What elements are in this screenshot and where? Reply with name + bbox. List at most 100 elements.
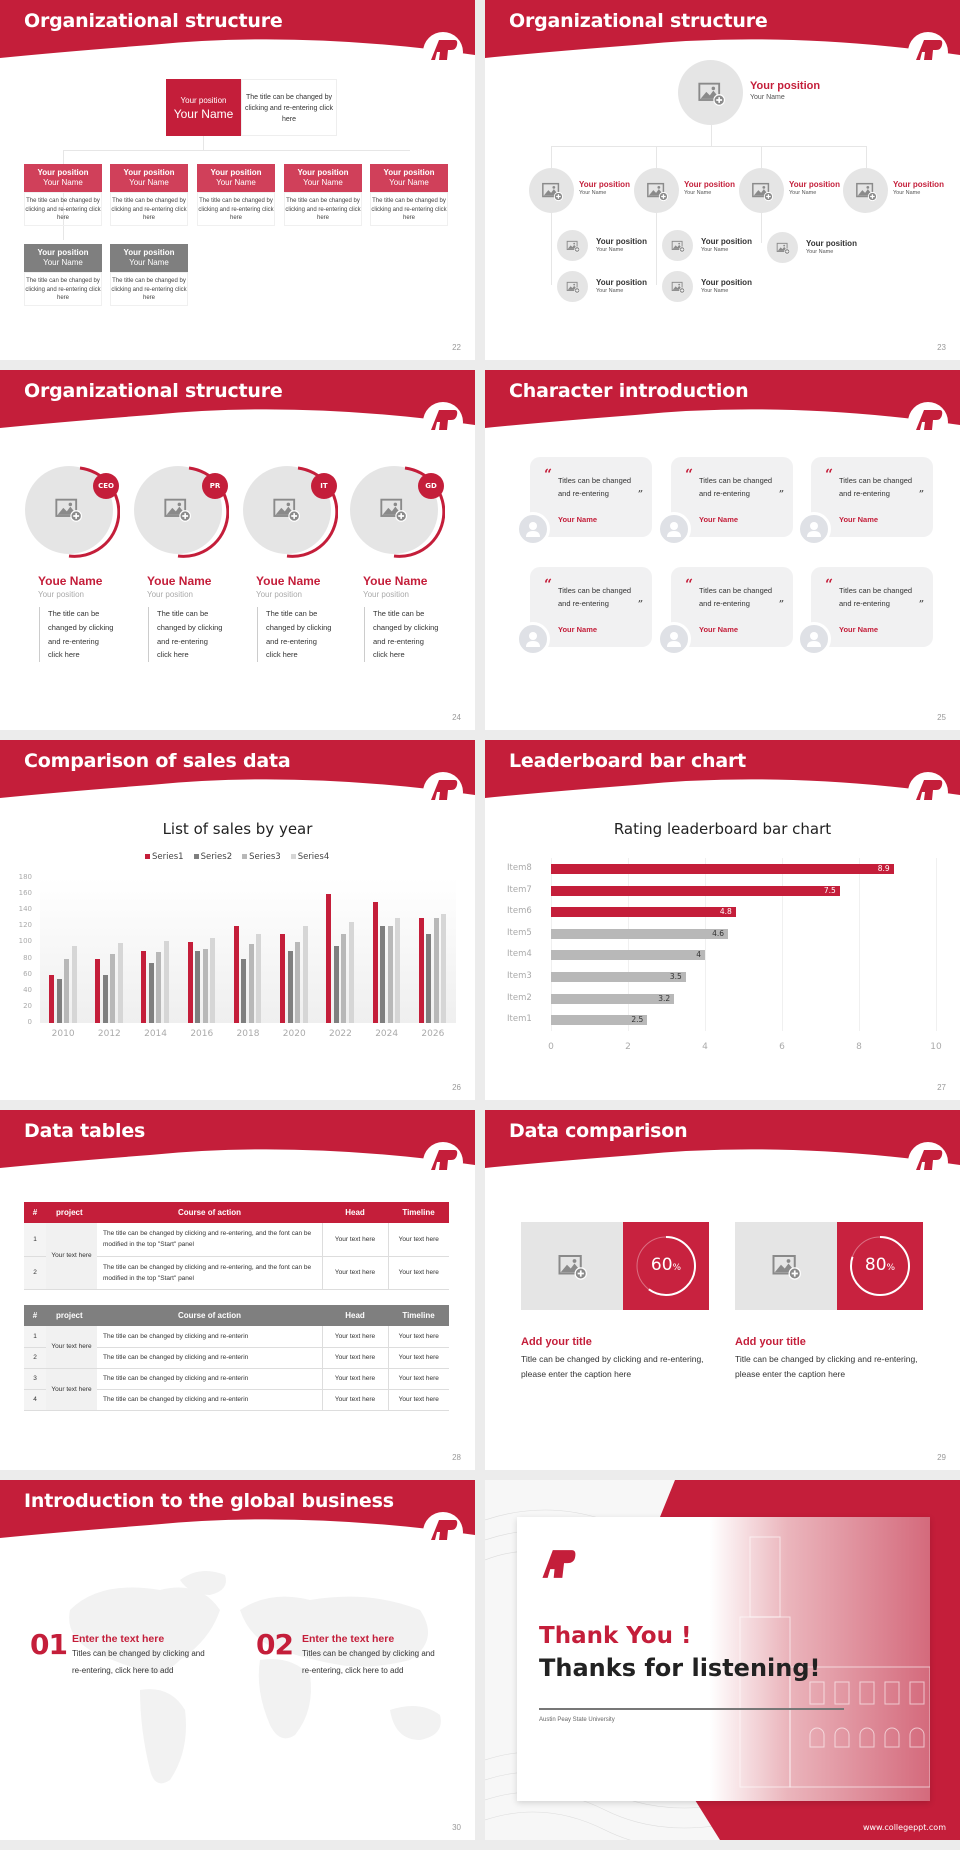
org-card[interactable]: Your position Your Name The title can be c… <box>24 244 102 306</box>
slide-26[interactable]: Comparison of sales data List of sales b… <box>0 740 475 1100</box>
slide-header: Character introduction <box>485 370 960 430</box>
gridline <box>782 858 783 1031</box>
bar-value-label: 3.5 <box>669 972 682 981</box>
slide-title: Organizational structure <box>24 10 283 32</box>
person-position: Your position <box>363 590 409 599</box>
testimonial-card[interactable]: “Titles can be changed and re-entering” Yo… <box>671 457 793 537</box>
user-avatar[interactable] <box>516 622 550 656</box>
slide-28[interactable]: Data tables # project Course of action Head… <box>0 1110 475 1470</box>
bar <box>341 934 347 1023</box>
avatar-placeholder[interactable] <box>557 271 588 302</box>
person-description: The title can be changed by clicking and r… <box>257 607 331 663</box>
org-card[interactable]: Your position Your Name The title can be c… <box>284 164 362 226</box>
avatar-placeholder[interactable] <box>529 168 574 213</box>
avatar-placeholder[interactable] <box>662 230 693 261</box>
avatar-placeholder[interactable] <box>634 168 679 213</box>
slide-22[interactable]: Organizational structure Your position Y… <box>0 0 475 360</box>
bar <box>163 940 169 1023</box>
table-row[interactable]: 1 Your text here The title can be changed … <box>24 1326 449 1369</box>
slide-title: Comparison of sales data <box>24 750 291 772</box>
slide-27[interactable]: Leaderboard bar chart Rating leaderboard… <box>485 740 960 1100</box>
testimonial-card[interactable]: “Titles can be changed and re-entering” Yo… <box>811 457 933 537</box>
avatar-placeholder[interactable] <box>662 271 693 302</box>
x-tick: 4 <box>702 1042 708 1052</box>
user-avatar[interactable] <box>516 512 550 546</box>
slide-31-thank-you[interactable]: Thank You ! Thanks for listening! Austin… <box>485 1480 960 1840</box>
image-placeholder-icon <box>855 182 877 201</box>
name-label: Your Name <box>806 249 834 255</box>
slide-header: Comparison of sales data <box>0 740 475 800</box>
user-avatar[interactable] <box>657 512 691 546</box>
y-tick: 180 <box>18 873 32 881</box>
x-tick: 2018 <box>236 1029 260 1039</box>
person-name: Your Name <box>558 625 598 634</box>
image-placeholder-icon <box>751 182 773 201</box>
avatar-placeholder[interactable] <box>739 168 784 213</box>
slide-29[interactable]: Data comparison 60% Add your title Title c… <box>485 1110 960 1470</box>
close-quote-icon: ” <box>918 600 924 610</box>
position-label: Your position <box>701 278 752 287</box>
position-label: Your position <box>893 180 944 189</box>
user-avatar[interactable] <box>657 622 691 656</box>
org-card[interactable]: Your position Your Name The title can be c… <box>197 164 275 226</box>
person-name: Youe Name <box>363 574 428 588</box>
bar <box>287 950 293 1023</box>
org-card[interactable]: Your position Your Name The title can be c… <box>110 244 188 306</box>
bar <box>551 864 894 874</box>
image-placeholder-icon <box>380 498 407 522</box>
thank-you-card: Thank You ! Thanks for listening! Austin… <box>517 1517 930 1801</box>
bar <box>241 958 247 1023</box>
y-tick: Item1 <box>507 1014 532 1025</box>
bar-value-label: 3.2 <box>658 993 671 1003</box>
avatar-placeholder[interactable] <box>767 232 798 263</box>
avatar-placeholder[interactable] <box>843 168 888 213</box>
testimonial-card[interactable]: “Titles can be changed and re-entering” Yo… <box>530 567 652 647</box>
slide-24[interactable]: Organizational structure CEO Youe Name You… <box>0 370 475 730</box>
org-card[interactable]: Your position Your Name The title can be c… <box>370 164 448 226</box>
image-placeholder-icon <box>566 240 580 252</box>
card-description: The title can be changed by clicking and… <box>197 192 275 226</box>
bar <box>551 907 736 918</box>
item-text: Titles can be changed by clicking and re… <box>72 1649 205 1675</box>
org-top-node[interactable]: Your position Your Name <box>166 79 241 136</box>
slide-23[interactable]: Organizational structure Your position Yo… <box>485 0 960 360</box>
ap-logo-icon <box>423 402 463 436</box>
table-row[interactable]: 4 The title can be changed by clicking an… <box>24 1389 449 1411</box>
table-row[interactable]: 2 The title can be changed by clicking an… <box>24 1256 449 1290</box>
image-placeholder[interactable] <box>735 1222 837 1310</box>
testimonial-card[interactable]: “Titles can be changed and re-entering” Yo… <box>530 457 652 537</box>
y-tick: Item5 <box>507 927 532 938</box>
ap-logo-icon <box>908 772 948 806</box>
bar-value-label: 4.6 <box>712 928 725 938</box>
user-avatar[interactable] <box>797 512 831 546</box>
bar <box>110 953 116 1023</box>
website-link[interactable]: www.collegeppt.com <box>862 1823 946 1832</box>
table-row[interactable]: 2 The title can be changed by clicking an… <box>24 1347 449 1369</box>
position-label: Your position <box>684 180 735 189</box>
ap-logo-icon <box>423 1142 463 1176</box>
image-placeholder-icon <box>697 82 725 106</box>
user-avatar[interactable] <box>797 622 831 656</box>
thanks-for-listening-heading: Thanks for listening! <box>539 1654 821 1682</box>
ap-logo-icon <box>423 772 463 806</box>
page-number: 26 <box>452 1083 461 1092</box>
avatar-placeholder[interactable] <box>557 230 588 261</box>
progress-value: 80% <box>864 1255 896 1275</box>
table-row[interactable]: 1 Your text here The title can be changed … <box>24 1223 449 1290</box>
image-placeholder[interactable] <box>521 1222 623 1310</box>
page-number: 25 <box>937 713 946 722</box>
bar <box>195 950 201 1023</box>
image-placeholder-icon <box>776 242 790 254</box>
slide-25[interactable]: Character introduction “Titles can be ch… <box>485 370 960 730</box>
name-label: Your Name <box>389 178 429 187</box>
avatar-placeholder[interactable] <box>678 60 743 125</box>
position-label: Your position <box>596 237 647 246</box>
table-row[interactable]: 3 Your text here The title can be changed … <box>24 1368 449 1411</box>
testimonial-card[interactable]: “Titles can be changed and re-entering” Yo… <box>811 567 933 647</box>
testimonial-card[interactable]: “Titles can be changed and re-entering” Yo… <box>671 567 793 647</box>
org-card[interactable]: Your position Your Name The title can be c… <box>24 164 102 226</box>
bar <box>441 914 447 1023</box>
close-quote-icon: ” <box>918 490 924 500</box>
org-card[interactable]: Your position Your Name The title can be c… <box>110 164 188 226</box>
slide-30[interactable]: Introduction to the global business 01 En… <box>0 1480 475 1840</box>
